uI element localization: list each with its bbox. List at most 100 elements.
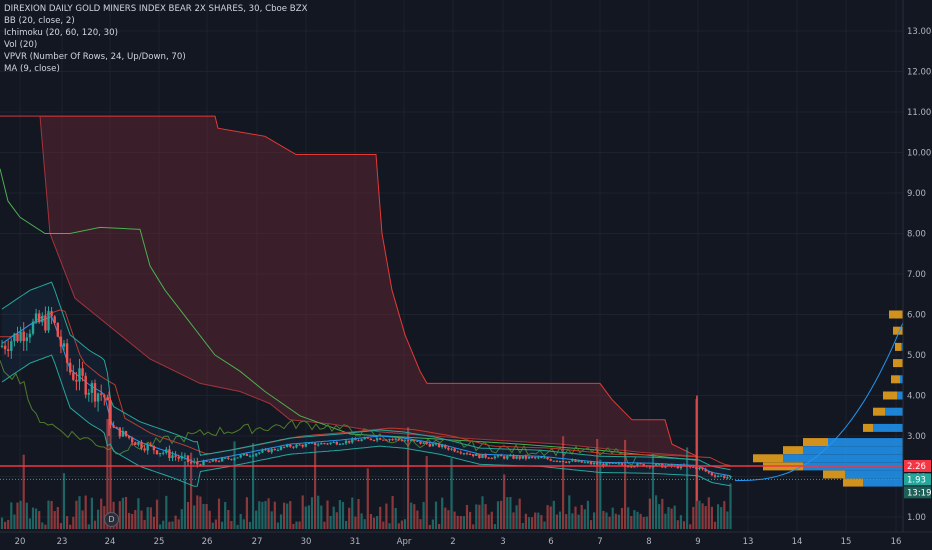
volume-bar <box>419 519 422 529</box>
candle-body <box>568 461 571 463</box>
volume-bar <box>481 496 484 529</box>
volume-bar <box>38 511 41 529</box>
current-price-label: 1.93 <box>907 475 926 485</box>
candle-body <box>239 455 242 458</box>
candle-body <box>484 454 487 458</box>
volume-bar <box>146 507 149 529</box>
candle-body <box>487 457 490 459</box>
candle-body <box>707 471 710 473</box>
volume-bar <box>617 514 620 529</box>
candle-body <box>158 452 162 455</box>
volume-bar <box>357 499 360 529</box>
kijun-line <box>0 168 698 461</box>
candle-body <box>326 443 329 445</box>
volume-bar <box>701 503 704 529</box>
candle-body <box>44 315 47 331</box>
indicator-volume[interactable]: Vol (20) <box>4 40 38 50</box>
candle-body <box>301 444 304 447</box>
candle-body <box>112 425 115 428</box>
candle-body <box>329 442 332 444</box>
volume-bar <box>196 495 199 529</box>
price-tick-label: 12.00 <box>907 68 931 78</box>
volume-bar <box>298 521 301 529</box>
candle-body <box>258 452 261 454</box>
volume-bar <box>707 497 710 529</box>
candle-body <box>289 444 292 447</box>
volume-bar <box>295 521 298 529</box>
candle-body <box>211 459 214 462</box>
candle-body <box>304 443 307 447</box>
candle-body <box>379 438 382 440</box>
candle-body <box>193 461 196 463</box>
dividend-badge[interactable]: D <box>104 512 119 527</box>
candle-body <box>220 457 224 462</box>
candle-body <box>313 442 317 446</box>
vpvr-row-up <box>901 342 903 351</box>
volume-bar <box>444 507 447 529</box>
volume-bar <box>22 454 25 529</box>
candle-body <box>636 463 639 467</box>
candle-body <box>723 475 726 478</box>
candle-body <box>273 448 276 451</box>
candle-body <box>400 439 404 441</box>
volume-bar <box>679 515 682 529</box>
candle-body <box>28 333 32 338</box>
candle-body <box>574 460 577 462</box>
volume-bar <box>78 496 81 529</box>
volume-bar <box>59 523 62 529</box>
volume-bar <box>670 508 673 529</box>
volume-bar <box>140 510 143 529</box>
volume-bar <box>633 510 636 529</box>
candle-body <box>459 452 462 454</box>
price-tick-label: 13.00 <box>907 27 931 37</box>
volume-bar <box>385 503 388 529</box>
candle-body <box>22 331 25 342</box>
candle-body <box>217 461 221 463</box>
time-axis-bg <box>0 532 932 550</box>
candle-body <box>38 313 41 323</box>
volume-bar <box>462 516 465 529</box>
volume-bar <box>562 436 565 529</box>
candle-body <box>499 455 503 457</box>
candle-body <box>391 439 394 441</box>
volume-bar <box>354 516 357 529</box>
symbol-title[interactable]: DIREXION DAILY GOLD MINERS INDEX BEAR 2X… <box>4 4 308 14</box>
candle-body <box>422 442 425 444</box>
candle-body <box>406 440 410 442</box>
volume-bar <box>211 522 214 529</box>
candle-body <box>524 455 528 459</box>
volume-bar <box>121 497 124 529</box>
volume-bar <box>391 495 394 529</box>
candle-body <box>16 333 19 342</box>
volume-bar <box>28 518 31 529</box>
indicator-bb[interactable]: BB (20, close, 2) <box>4 16 75 26</box>
candle-body <box>25 337 28 342</box>
indicator-ma[interactable]: MA (9, close) <box>4 64 60 74</box>
chikou-span <box>0 360 637 466</box>
volume-bar <box>627 507 630 529</box>
volume-bar <box>620 507 624 529</box>
volume-bar <box>472 524 475 529</box>
volume-bar <box>593 512 596 529</box>
volume-bar <box>500 500 503 529</box>
volume-bar <box>614 513 617 529</box>
indicator-ichimoku[interactable]: Ichimoku (20, 60, 120, 30) <box>4 28 118 38</box>
volume-bar <box>326 500 329 529</box>
volume-bar <box>301 495 304 529</box>
volume-bar <box>648 498 651 529</box>
candle-body <box>490 458 493 460</box>
candle-body <box>543 457 546 459</box>
candle-body <box>121 430 125 437</box>
volume-bar <box>131 514 134 529</box>
volume-bar <box>310 497 314 529</box>
indicator-vpvr[interactable]: VPVR (Number Of Rows, 24, Up/Down, 70) <box>4 52 186 62</box>
candle-body <box>180 456 183 459</box>
time-tick-label: 2 <box>450 537 455 547</box>
volume-bar <box>639 513 642 529</box>
candle-body <box>465 453 469 455</box>
volume-bar <box>236 524 239 529</box>
volume-bar <box>651 453 655 529</box>
candle-body <box>109 400 112 426</box>
time-tick-label: 25 <box>154 537 165 547</box>
